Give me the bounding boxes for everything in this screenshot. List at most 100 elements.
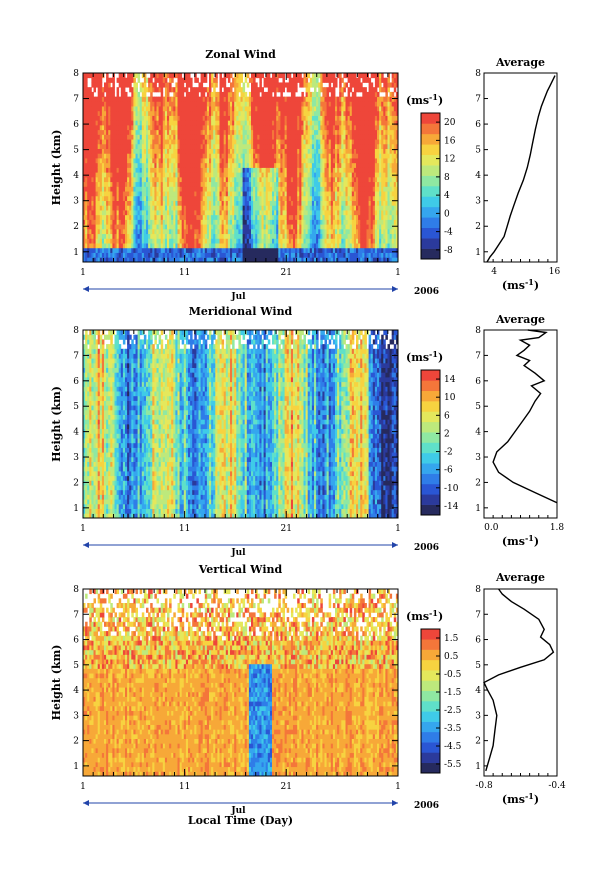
y-tick-label: 2 xyxy=(73,222,79,232)
colorbar-frame xyxy=(420,112,441,260)
colorbar-segment xyxy=(421,629,440,640)
colorbar-unit: (ms-1) xyxy=(406,608,443,623)
colorbar-segment xyxy=(421,421,440,433)
plot-frame xyxy=(82,72,399,263)
panel-title: Vertical Wind xyxy=(198,563,283,576)
colorbar-segment xyxy=(421,442,440,454)
profile-line xyxy=(492,329,558,504)
y-tick-label: 2 xyxy=(73,478,79,488)
colorbar-label: 4 xyxy=(444,191,450,201)
colorbar-segment xyxy=(421,731,440,743)
colorbar-label: -5.5 xyxy=(444,760,462,770)
colorbar-segment xyxy=(421,380,440,392)
colorbar-unit: (ms-1) xyxy=(406,349,443,364)
colorbar-segment xyxy=(421,390,440,402)
colorbar-frame xyxy=(420,628,441,774)
colorbar-label: -2 xyxy=(444,448,453,458)
profile-y-label: 4 xyxy=(475,428,481,438)
y-tick-label: 5 xyxy=(73,402,79,412)
y-axis-label: Height (km) xyxy=(50,645,63,721)
colorbar-segment xyxy=(421,504,440,516)
profile-x-label: -0.4 xyxy=(548,781,566,791)
colorbar-segment xyxy=(421,649,440,661)
heatmap-field xyxy=(83,73,399,263)
colorbar-label: 2 xyxy=(444,429,450,439)
x-tick-label: 1 xyxy=(395,782,401,792)
y-tick-label: 6 xyxy=(73,120,79,130)
colorbar-segment xyxy=(421,370,440,381)
plot-frame xyxy=(82,588,399,777)
colorbar-segment xyxy=(421,411,440,423)
colorbar-segment xyxy=(421,196,440,208)
profile-y-label: 3 xyxy=(475,711,481,721)
month-arrow-right xyxy=(392,800,398,806)
profile-y-label: 5 xyxy=(475,402,481,412)
colorbar-segment xyxy=(421,721,440,733)
plot-frame xyxy=(82,329,399,519)
colorbar-segment xyxy=(421,762,440,774)
y-axis: 1 2 3 4 5 6 7 8 Height (km) xyxy=(50,585,398,772)
y-axis: 1 2 3 4 5 6 7 8 Height (km) xyxy=(50,326,398,514)
y-tick-label: 6 xyxy=(73,636,79,646)
profile-x-label: 0.0 xyxy=(484,523,499,533)
profile-y-label: 7 xyxy=(475,95,481,105)
y-tick-label: 4 xyxy=(73,171,79,181)
colorbar-label: 20 xyxy=(444,118,456,128)
y-tick-label: 4 xyxy=(73,686,79,696)
month-label: Jul xyxy=(230,548,246,558)
colorbar-label: 10 xyxy=(444,393,456,403)
x-tick-label: 21 xyxy=(280,268,291,278)
y-tick-label: 4 xyxy=(73,428,79,438)
colorbar-label: 8 xyxy=(444,173,450,183)
colorbar-label: 1.5 xyxy=(444,634,459,644)
month-label: Jul xyxy=(230,292,246,302)
profile-x-unit: (ms-1) xyxy=(502,533,539,548)
average-profile: Average 1 2 3 4 5 6 7 8 -0.8 -0.4 (ms-1) xyxy=(475,571,566,806)
colorbar-segment xyxy=(421,494,440,505)
colorbar-label: -1.5 xyxy=(444,688,462,698)
colorbar-label: -6 xyxy=(444,466,453,476)
colorbar-segment xyxy=(421,432,440,443)
profile-y-label: 4 xyxy=(475,171,481,181)
colorbar: 1.5 0.5 -0.5 -1.5 -2.5 -3.5 -4.5 -5.5 (ms-1) xyxy=(406,608,462,774)
month-arrow-left xyxy=(83,286,89,292)
panel-title: Zonal Wind xyxy=(205,48,276,61)
colorbar-segment xyxy=(421,186,440,197)
y-tick-label: 2 xyxy=(73,737,79,747)
x-tick-label: 11 xyxy=(179,268,190,278)
month-label: Jul xyxy=(230,806,246,816)
average-profile: Average 1 2 3 4 5 6 7 8 4 16 (ms-1) xyxy=(475,56,560,292)
colorbar-label: -10 xyxy=(444,484,459,494)
profile-y-label: 5 xyxy=(475,661,481,671)
x-tick-label: 1 xyxy=(80,268,86,278)
colorbar-label: -2.5 xyxy=(444,706,462,716)
x-tick-label: 1 xyxy=(80,782,86,792)
colorbar-label: 0.5 xyxy=(444,652,459,662)
profile-x-label: 16 xyxy=(549,267,561,277)
x-tick-label: 11 xyxy=(179,524,190,534)
colorbar-segment xyxy=(421,113,440,124)
year-label: 2006 xyxy=(414,543,439,553)
profile-x-label: 4 xyxy=(491,267,497,277)
profile-line xyxy=(483,588,555,772)
x-tick-label: 21 xyxy=(280,782,291,792)
colorbar-unit: (ms-1) xyxy=(406,92,443,107)
month-arrow-left xyxy=(83,542,89,548)
y-tick-label: 3 xyxy=(73,453,79,463)
colorbar-label: -14 xyxy=(444,502,459,512)
colorbar-segment xyxy=(421,133,440,145)
profile-y-label: 6 xyxy=(475,377,481,387)
y-tick-label: 7 xyxy=(73,351,79,361)
profile-y-label: 8 xyxy=(475,585,481,595)
y-axis: 1 2 3 4 5 6 7 8 Height (km) xyxy=(50,69,398,258)
colorbar-segment xyxy=(421,123,440,135)
colorbar-segment xyxy=(421,248,440,260)
year-label: 2006 xyxy=(414,801,439,811)
colorbar-segment xyxy=(421,670,440,681)
colorbar-label: -3.5 xyxy=(444,724,462,734)
y-tick-label: 8 xyxy=(73,585,79,595)
profile-line xyxy=(486,75,556,263)
